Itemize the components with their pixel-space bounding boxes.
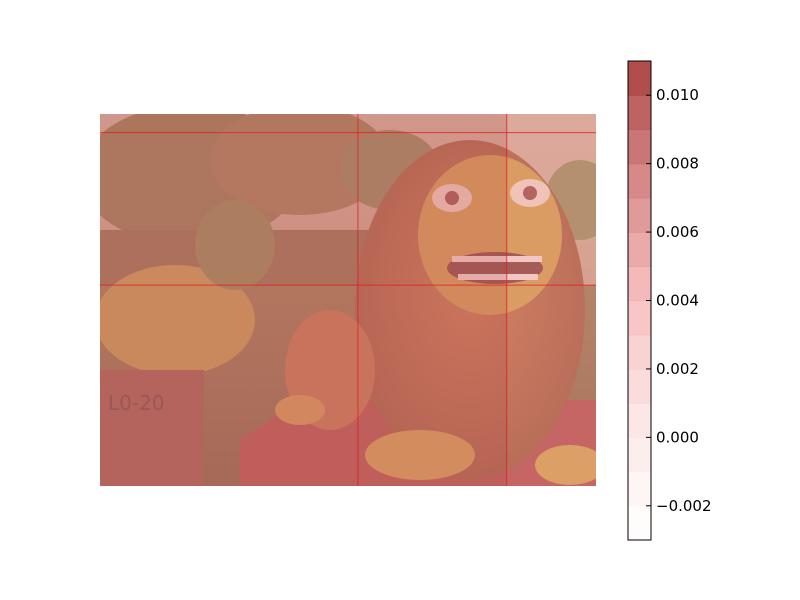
heatmap-cell [506, 132, 596, 286]
colorbar-tick-label: 0.002 [656, 360, 699, 378]
colorbar-tick-label: 0.008 [656, 155, 699, 173]
heatmap-overlay [100, 114, 596, 486]
colorbar-segment [628, 505, 651, 541]
heatmap-cell [357, 114, 507, 133]
heatmap-cell [506, 114, 596, 133]
heatmap-cell [100, 285, 358, 486]
heatmap-cell [357, 132, 507, 286]
colorbar-segment [628, 129, 651, 165]
colorbar [627, 60, 652, 541]
colorbar-segment [628, 471, 651, 507]
colorbar-tick-label: −0.002 [656, 497, 712, 515]
heatmap-cell [357, 285, 507, 486]
heatmap-cell [100, 132, 358, 286]
colorbar-segment [628, 163, 651, 199]
colorbar-segment [628, 197, 651, 233]
colorbar-segment [628, 334, 651, 370]
colorbar-ticks: −0.002 0.000 0.002 0.004 0.006 0.008 0.010 [646, 86, 712, 515]
heatmap-cell [100, 114, 358, 133]
colorbar-segment [628, 437, 651, 473]
colorbar-segment [628, 266, 651, 301]
colorbar-tick-label: 0.010 [656, 86, 699, 104]
colorbar-segment [628, 368, 651, 404]
heatmap-cell [506, 285, 596, 486]
colorbar-segment [628, 95, 651, 130]
colorbar-segment [628, 61, 651, 96]
colorbar-tick-label: 0.000 [656, 428, 699, 446]
colorbar-segment [628, 403, 651, 438]
cell-boundary-lines [100, 114, 596, 486]
colorbar-segment [628, 232, 651, 267]
colorbar-tick-label: 0.004 [656, 292, 699, 310]
colorbar-tick-label: 0.006 [656, 223, 699, 241]
colorbar-segment [628, 300, 651, 336]
